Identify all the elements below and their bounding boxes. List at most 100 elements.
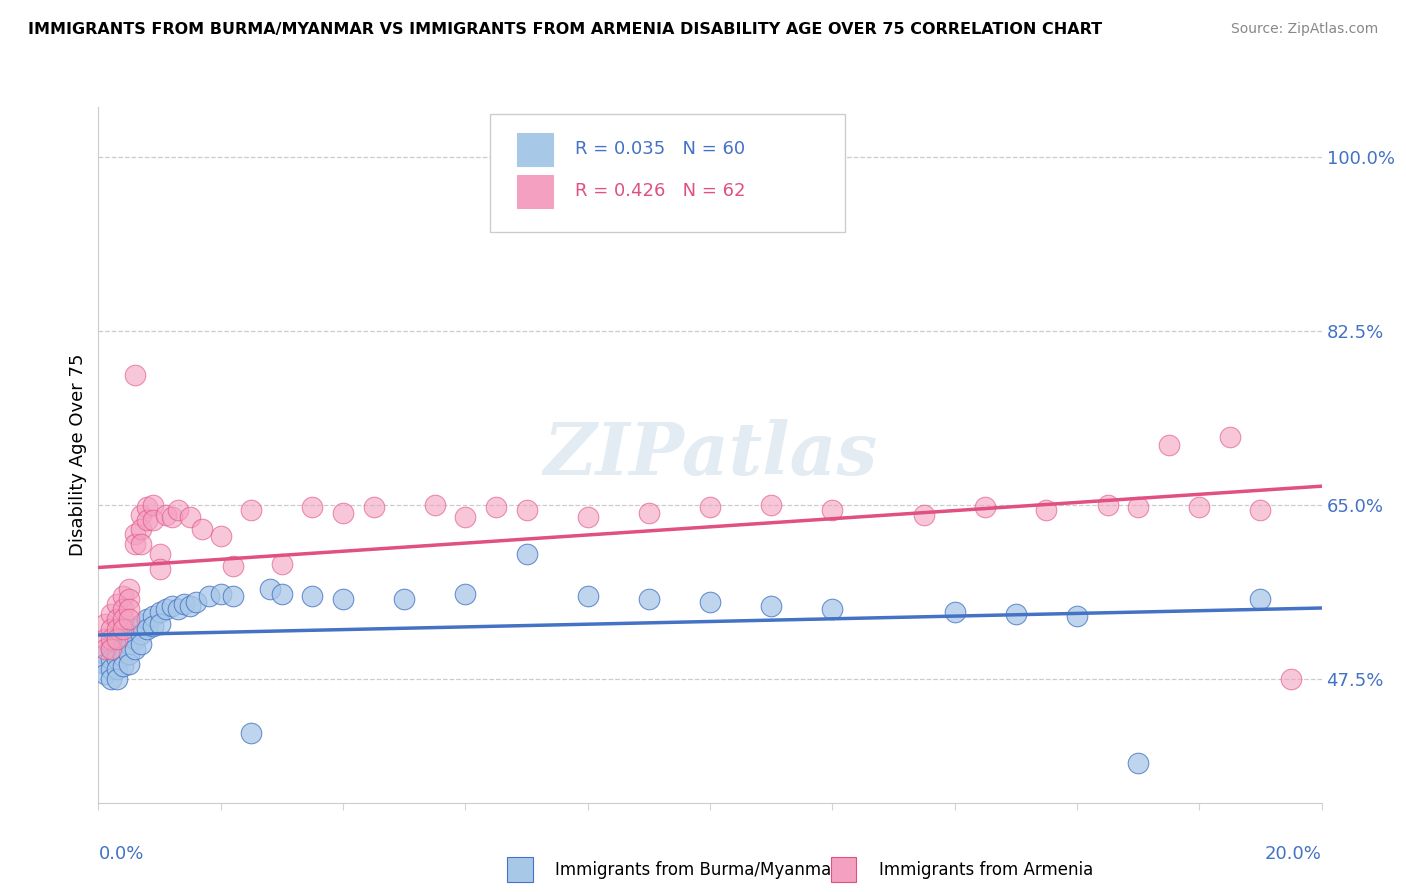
Point — [124, 622, 146, 636]
Point — [142, 498, 165, 512]
Point — [93, 632, 115, 646]
Point — [111, 632, 134, 646]
Point — [93, 657, 115, 671]
Point — [516, 547, 538, 561]
Point — [105, 662, 128, 676]
Point — [485, 500, 508, 514]
Point — [142, 512, 165, 526]
FancyBboxPatch shape — [517, 133, 554, 166]
Point — [105, 612, 128, 626]
Point — [93, 647, 115, 661]
Point — [1279, 672, 1302, 686]
Point — [93, 666, 115, 681]
Point — [105, 632, 128, 646]
Point — [142, 609, 165, 624]
Point — [1097, 498, 1119, 512]
Point — [124, 632, 146, 646]
Point — [124, 537, 146, 551]
Point — [392, 592, 416, 607]
Point — [179, 599, 201, 613]
Point — [105, 637, 128, 651]
Point — [240, 726, 263, 740]
Point — [118, 627, 141, 641]
Point — [105, 622, 128, 636]
Point — [105, 647, 128, 661]
Text: 0.0%: 0.0% — [98, 845, 143, 863]
Point — [821, 602, 844, 616]
Point — [301, 500, 323, 514]
Y-axis label: Disability Age Over 75: Disability Age Over 75 — [69, 353, 87, 557]
Point — [637, 592, 661, 607]
Point — [637, 506, 661, 520]
Point — [699, 595, 721, 609]
Point — [100, 641, 122, 656]
Point — [1035, 502, 1057, 516]
Point — [136, 622, 159, 636]
Point — [100, 622, 122, 636]
Point — [1128, 756, 1150, 770]
Point — [943, 605, 966, 619]
Point — [259, 582, 281, 596]
Point — [160, 509, 183, 524]
Point — [1004, 607, 1026, 621]
Point — [699, 500, 721, 514]
Point — [149, 547, 172, 561]
Point — [118, 637, 141, 651]
Point — [105, 672, 128, 686]
Point — [1157, 438, 1180, 452]
Point — [136, 512, 159, 526]
Point — [516, 502, 538, 516]
Point — [1066, 609, 1088, 624]
Point — [1128, 500, 1150, 514]
Point — [270, 558, 292, 572]
Point — [1249, 592, 1271, 607]
Point — [332, 506, 354, 520]
Point — [576, 509, 599, 524]
Point — [155, 508, 177, 522]
Text: Immigrants from Armenia: Immigrants from Armenia — [879, 861, 1092, 879]
Point — [129, 616, 152, 631]
Text: IMMIGRANTS FROM BURMA/MYANMAR VS IMMIGRANTS FROM ARMENIA DISABILITY AGE OVER 75 : IMMIGRANTS FROM BURMA/MYANMAR VS IMMIGRA… — [28, 22, 1102, 37]
Point — [124, 527, 146, 541]
Point — [576, 589, 599, 603]
Text: ZIPatlas: ZIPatlas — [543, 419, 877, 491]
Point — [105, 651, 128, 665]
Text: ■: ■ — [834, 860, 853, 880]
Point — [149, 562, 172, 576]
Point — [129, 508, 152, 522]
Point — [118, 592, 141, 607]
Point — [173, 597, 195, 611]
Point — [179, 509, 201, 524]
Point — [111, 602, 134, 616]
Point — [136, 500, 159, 514]
Point — [129, 523, 152, 537]
Point — [129, 627, 152, 641]
Point — [759, 498, 782, 512]
Text: ■: ■ — [510, 860, 530, 880]
Point — [111, 641, 134, 656]
Point — [100, 651, 122, 665]
Point — [363, 500, 385, 514]
Point — [118, 647, 141, 661]
Point — [454, 509, 477, 524]
Point — [93, 616, 115, 631]
Point — [142, 619, 165, 633]
Point — [222, 559, 245, 574]
Point — [129, 637, 152, 651]
Text: R = 0.035   N = 60: R = 0.035 N = 60 — [575, 140, 745, 159]
Point — [1249, 502, 1271, 516]
Point — [155, 602, 177, 616]
Point — [111, 622, 134, 636]
Point — [100, 672, 122, 686]
Point — [111, 589, 134, 603]
Point — [124, 368, 146, 383]
Point — [149, 616, 172, 631]
Text: Source: ZipAtlas.com: Source: ZipAtlas.com — [1230, 22, 1378, 37]
Point — [100, 607, 122, 621]
Point — [118, 657, 141, 671]
Point — [270, 587, 292, 601]
Point — [124, 641, 146, 656]
Point — [240, 502, 263, 516]
Point — [759, 599, 782, 613]
Point — [191, 523, 214, 537]
